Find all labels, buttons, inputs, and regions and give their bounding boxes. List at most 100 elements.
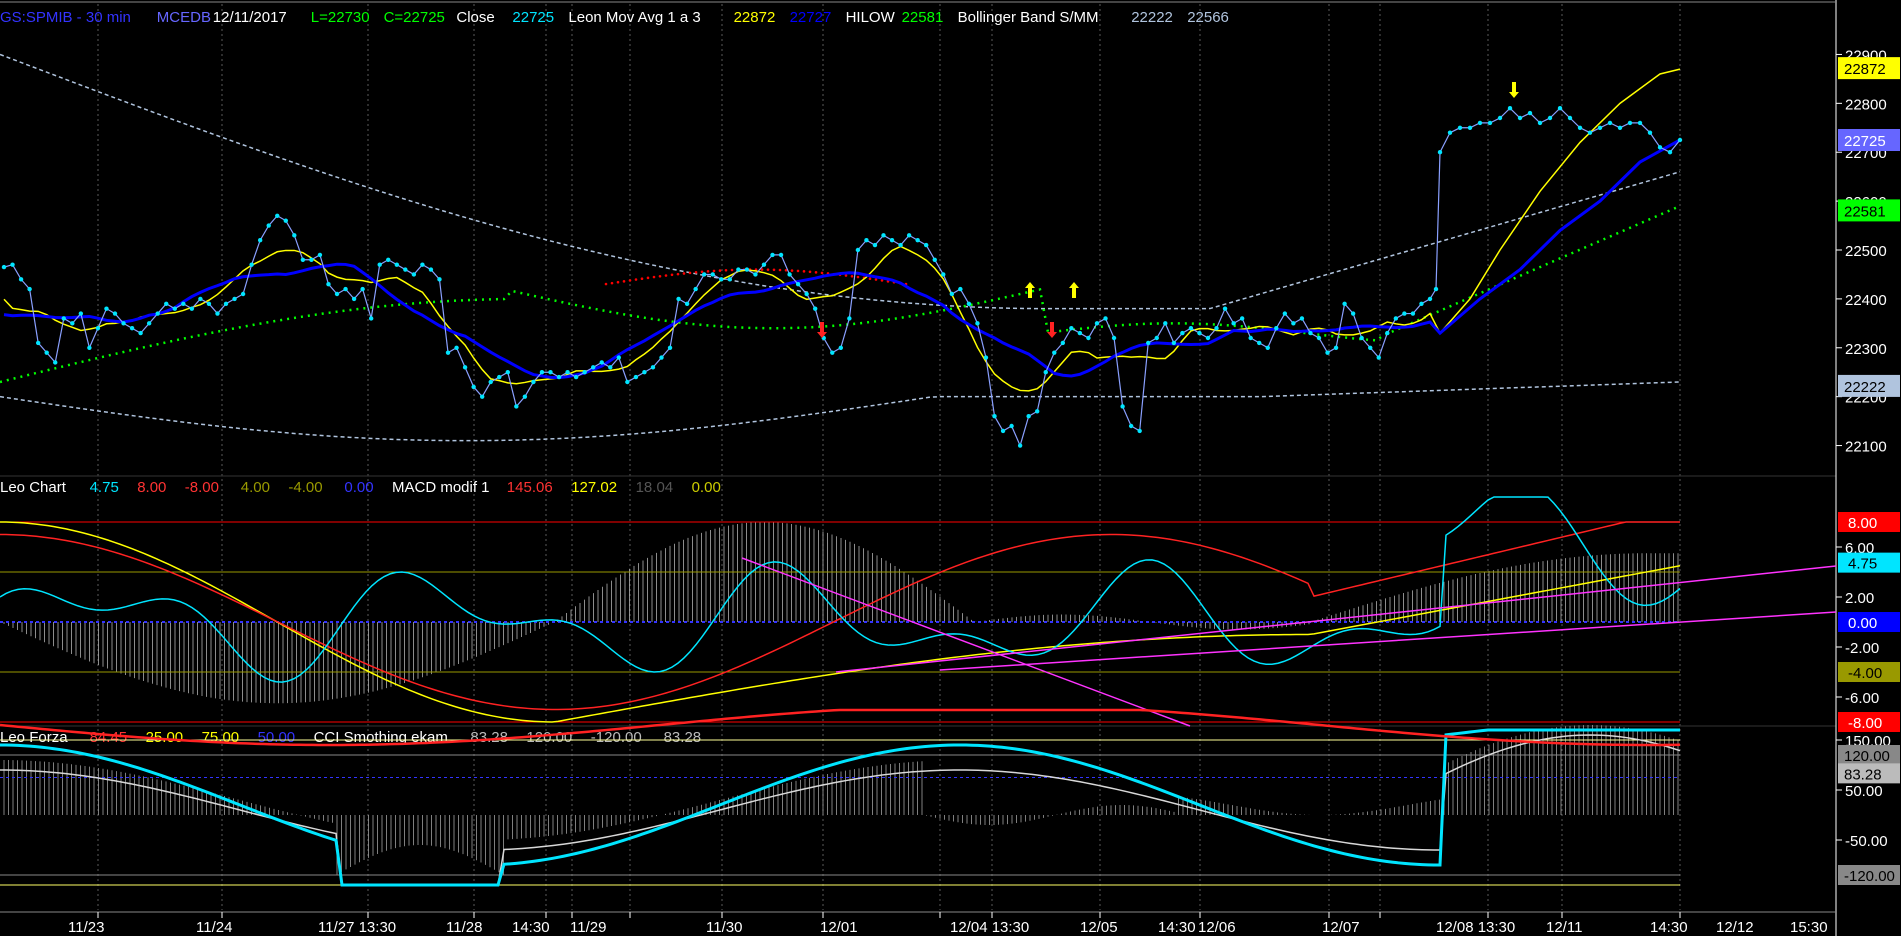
- close-point: [1043, 370, 1048, 375]
- up-arrow-icon: [1025, 282, 1035, 298]
- close-point: [232, 296, 237, 302]
- close-point: [454, 345, 459, 350]
- close-point: [35, 340, 41, 346]
- hilow-resistance-dot: [652, 275, 656, 279]
- close-point: [292, 233, 297, 238]
- close-point: [1437, 150, 1443, 155]
- legend-item: GS:SPMIB - 30 min: [0, 9, 131, 26]
- hilow-resistance-dot: [856, 275, 860, 279]
- hilow-resistance-dot: [874, 278, 878, 281]
- value-marker-label: 4.75: [1848, 556, 1877, 573]
- x-tick-label: 12/07: [1322, 919, 1360, 936]
- close-point: [633, 374, 639, 380]
- legend-item: C=22725: [384, 9, 445, 26]
- close-point: [1052, 350, 1057, 355]
- hilow-resistance-dot: [820, 271, 824, 275]
- legend-item: 22222: [1131, 9, 1173, 26]
- close-point: [1637, 120, 1643, 126]
- legend-item: 83.28: [470, 729, 508, 746]
- legend-item: 0.00: [344, 479, 373, 496]
- close-point: [1316, 335, 1322, 341]
- close-point: [855, 247, 861, 253]
- hilow-resistance-dot: [796, 269, 800, 273]
- close-point: [838, 345, 844, 350]
- close-point: [198, 296, 203, 302]
- close-point: [1299, 316, 1305, 321]
- close-point: [830, 350, 835, 355]
- close-point: [1205, 335, 1211, 341]
- close-point: [1567, 115, 1573, 121]
- vertical-gridlines: [97, 4, 1681, 910]
- close-point: [1477, 120, 1483, 126]
- close-point: [1427, 296, 1433, 302]
- close-point: [667, 345, 673, 350]
- close-point: [565, 370, 570, 375]
- legend-item: Close: [456, 9, 494, 26]
- close-point: [924, 242, 929, 248]
- value-marker: [1838, 374, 1900, 397]
- close-point: [1291, 321, 1296, 326]
- legend-item: -120.00: [591, 729, 642, 746]
- x-tick-label: 11/24: [196, 919, 232, 936]
- close-point: [795, 282, 801, 287]
- close-point: [1667, 150, 1673, 155]
- hilow-resistance-dot: [610, 281, 614, 285]
- close-point: [932, 257, 937, 262]
- close-point: [479, 394, 485, 399]
- down-arrow-icon: [1509, 82, 1519, 98]
- close-point: [1577, 125, 1583, 130]
- x-tick-label: 12/05: [1080, 919, 1118, 936]
- close-point: [599, 360, 604, 365]
- close-point: [351, 296, 357, 302]
- legend-item: 4.00: [241, 479, 270, 496]
- hilow-resistance-dot: [808, 270, 812, 274]
- x-tick-label: 15:30: [1790, 919, 1828, 936]
- close-point: [155, 311, 160, 316]
- hilow-resistance-dot: [814, 271, 818, 274]
- close-point: [1, 264, 7, 270]
- close-point: [1457, 125, 1463, 130]
- close-point: [1368, 345, 1373, 350]
- close-point: [181, 301, 186, 306]
- close-point: [257, 238, 263, 243]
- close-point: [778, 252, 784, 258]
- close-point: [249, 262, 254, 267]
- value-marker: [1838, 865, 1900, 885]
- close-point: [992, 414, 997, 419]
- close-point: [10, 262, 15, 267]
- value-marker-label: 22581: [1844, 203, 1886, 220]
- close-point: [625, 379, 630, 385]
- legend-item: Leo Forza: [0, 729, 68, 746]
- value-marker: [1838, 763, 1900, 784]
- value-marker-label: 22872: [1844, 61, 1886, 78]
- close-point: [1657, 145, 1663, 150]
- close-point: [275, 213, 280, 218]
- close-point: [1231, 321, 1236, 326]
- close-point: [744, 267, 750, 272]
- close-point: [864, 238, 869, 243]
- close-point: [949, 291, 955, 297]
- close-point: [27, 286, 32, 292]
- panel-separators: [0, 0, 1837, 936]
- close-point: [87, 345, 92, 350]
- close-point: [1537, 120, 1543, 126]
- close-point: [505, 370, 510, 375]
- legend-item: 50.00: [258, 729, 296, 746]
- close-point: [300, 257, 306, 262]
- close-point: [1282, 311, 1288, 316]
- hilow-resistance-dot: [688, 271, 692, 275]
- close-point: [556, 374, 562, 380]
- value-marker: [1838, 199, 1900, 222]
- x-tick-label: 12/11: [1546, 919, 1582, 936]
- close-point: [590, 365, 596, 370]
- hilow-resistance-dot: [760, 268, 764, 271]
- close-point: [283, 218, 288, 223]
- close-point: [684, 301, 690, 306]
- x-tick-label: 11/27 13:30: [318, 919, 396, 936]
- close-point: [420, 262, 425, 267]
- value-marker-label: 83.28: [1844, 766, 1882, 783]
- close-point: [753, 272, 758, 277]
- close-point: [1497, 115, 1503, 121]
- close-point: [138, 330, 143, 336]
